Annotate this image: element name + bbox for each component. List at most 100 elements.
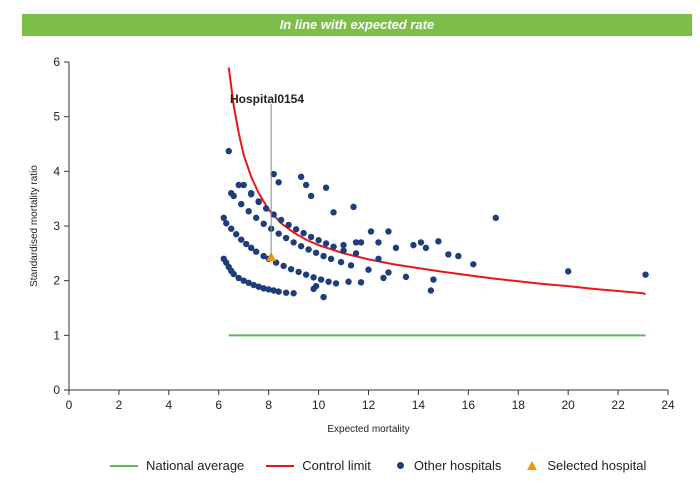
data-point bbox=[275, 179, 282, 186]
data-point bbox=[307, 233, 315, 241]
data-point bbox=[320, 293, 327, 301]
data-point bbox=[245, 279, 252, 287]
data-point bbox=[255, 198, 262, 205]
status-banner: In line with expected rate bbox=[22, 14, 692, 36]
data-point bbox=[252, 214, 260, 221]
data-point bbox=[280, 262, 287, 270]
red-line-icon bbox=[266, 464, 295, 467]
legend-label: Selected hospital bbox=[547, 458, 647, 473]
data-point bbox=[260, 285, 267, 292]
x-tick-label: 2 bbox=[116, 398, 123, 412]
data-point bbox=[357, 279, 365, 286]
data-point bbox=[642, 271, 649, 278]
data-point bbox=[295, 268, 302, 276]
data-point bbox=[255, 283, 262, 290]
data-point bbox=[312, 249, 320, 256]
x-tick-label: 24 bbox=[661, 398, 675, 412]
data-point bbox=[322, 240, 330, 247]
data-point bbox=[455, 252, 462, 260]
data-point bbox=[297, 243, 305, 250]
legend-item-control-limit[interactable]: Control limit bbox=[266, 458, 371, 473]
data-point bbox=[337, 258, 345, 266]
y-tick-label: 2 bbox=[53, 274, 60, 288]
data-point bbox=[310, 274, 317, 281]
x-tick-label: 18 bbox=[512, 398, 526, 412]
x-tick-label: 12 bbox=[362, 398, 376, 412]
data-point bbox=[282, 234, 290, 242]
data-point bbox=[365, 266, 372, 273]
data-point bbox=[265, 286, 272, 293]
data-point bbox=[228, 225, 235, 232]
y-tick-label: 6 bbox=[53, 55, 60, 69]
data-point bbox=[347, 262, 355, 269]
data-point bbox=[230, 270, 237, 278]
data-point bbox=[250, 281, 257, 289]
legend-item-other-hospitals[interactable]: Other hospitals bbox=[393, 458, 501, 473]
data-point bbox=[235, 181, 242, 189]
x-tick-label: 6 bbox=[215, 398, 222, 412]
data-point bbox=[302, 271, 310, 278]
data-point bbox=[392, 244, 400, 252]
data-point bbox=[385, 269, 392, 276]
y-axis-title: Standardised mortality ratio bbox=[29, 165, 40, 287]
green-line-icon bbox=[110, 464, 138, 467]
y-tick-label: 1 bbox=[53, 328, 60, 342]
chart-labels: Expected mortality Standardised mortality… bbox=[29, 92, 410, 435]
data-point bbox=[422, 244, 430, 252]
data-point bbox=[410, 241, 417, 249]
data-point bbox=[260, 252, 267, 260]
legend-label: Other hospitals bbox=[413, 458, 502, 473]
data-point bbox=[275, 288, 282, 295]
data-point bbox=[492, 214, 499, 221]
data-point bbox=[325, 278, 332, 285]
data-point bbox=[315, 237, 322, 244]
data-point bbox=[350, 203, 357, 211]
data-point bbox=[340, 241, 347, 249]
data-point bbox=[270, 211, 277, 218]
data-point bbox=[305, 246, 312, 253]
data-point bbox=[228, 190, 235, 197]
data-point bbox=[240, 277, 247, 284]
data-point bbox=[225, 147, 232, 155]
legend-label: National average bbox=[146, 458, 245, 473]
data-point bbox=[252, 248, 260, 255]
data-point bbox=[470, 261, 477, 268]
data-point bbox=[277, 216, 285, 224]
x-tick-label: 14 bbox=[412, 398, 426, 412]
data-point bbox=[427, 287, 435, 294]
data-point bbox=[285, 221, 292, 229]
chart-marks bbox=[220, 67, 649, 337]
data-point bbox=[223, 220, 230, 227]
data-point bbox=[238, 236, 245, 243]
data-point bbox=[380, 274, 387, 282]
triangle-icon bbox=[527, 461, 538, 470]
series-line-control-limit bbox=[227, 67, 646, 296]
data-point bbox=[243, 240, 250, 248]
data-point bbox=[238, 200, 245, 208]
legend-item-national-average[interactable]: National average bbox=[110, 458, 244, 473]
data-point bbox=[282, 289, 290, 296]
data-point bbox=[262, 205, 270, 212]
data-point bbox=[367, 228, 375, 235]
data-point bbox=[435, 238, 442, 245]
x-tick-label: 4 bbox=[165, 398, 172, 412]
data-point bbox=[245, 208, 252, 215]
data-point bbox=[352, 250, 360, 257]
data-point bbox=[430, 276, 437, 283]
data-point bbox=[330, 243, 337, 250]
data-point bbox=[300, 229, 307, 237]
data-point bbox=[302, 181, 310, 189]
data-point bbox=[247, 244, 255, 252]
data-point bbox=[270, 170, 277, 178]
data-point bbox=[332, 280, 340, 287]
status-banner-text: In line with expected rate bbox=[279, 17, 435, 32]
legend-item-selected-hospital[interactable]: Selected hospital bbox=[523, 458, 646, 473]
data-point bbox=[270, 287, 277, 294]
data-point bbox=[445, 251, 452, 258]
data-point bbox=[297, 173, 305, 180]
data-point bbox=[340, 247, 347, 254]
y-tick-label: 3 bbox=[53, 219, 60, 233]
data-point bbox=[290, 239, 297, 246]
x-tick-label: 16 bbox=[462, 398, 476, 412]
